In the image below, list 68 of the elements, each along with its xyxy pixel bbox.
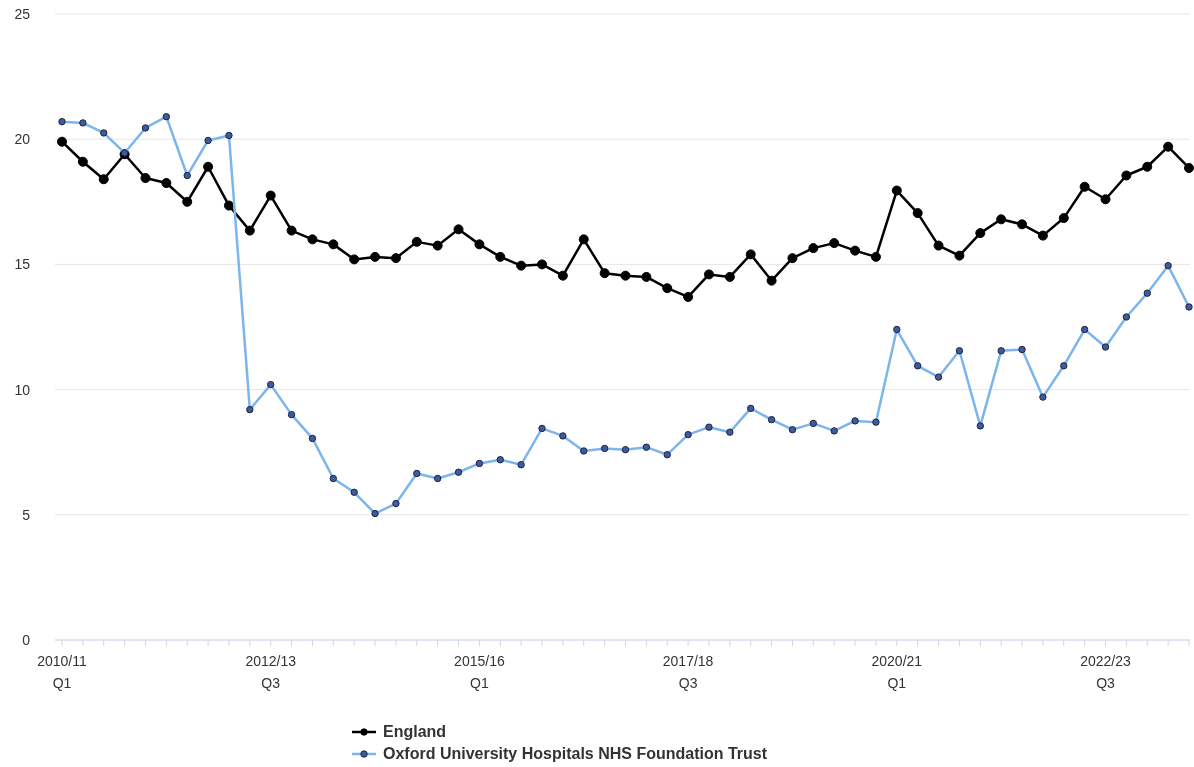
point xyxy=(787,253,798,264)
point xyxy=(286,225,297,236)
point xyxy=(578,234,589,245)
point xyxy=(307,234,318,245)
x-tick-label: 2015/16 Q1 xyxy=(454,653,505,691)
point xyxy=(495,251,506,262)
x-tick-label: 2022/23 Q3 xyxy=(1080,653,1132,691)
point xyxy=(1184,163,1194,173)
y-tick-label: 20 xyxy=(14,131,31,148)
y-tick-label: 15 xyxy=(14,256,31,273)
y-tick-label: 0 xyxy=(22,631,31,648)
point xyxy=(599,268,610,279)
y-tick-label: 5 xyxy=(22,506,31,523)
point xyxy=(850,245,861,256)
point xyxy=(516,260,527,271)
point xyxy=(432,240,443,251)
point xyxy=(265,190,276,201)
point xyxy=(1142,161,1153,172)
point xyxy=(891,185,902,196)
point xyxy=(1017,219,1028,230)
point xyxy=(912,208,923,219)
legend-label: Oxford University Hospitals NHS Foundation Trust xyxy=(383,745,768,762)
point xyxy=(370,251,381,262)
point xyxy=(390,253,401,264)
point xyxy=(77,156,88,167)
point xyxy=(808,243,819,254)
point xyxy=(933,240,944,251)
x-tick-label: 2017/18 Q3 xyxy=(662,653,714,691)
x-tick-label: 2020/21 Q1 xyxy=(871,653,923,691)
point xyxy=(662,283,673,294)
point xyxy=(1058,213,1069,224)
point xyxy=(975,228,986,239)
x-tick-label: 2010/11 Q1 xyxy=(37,653,87,691)
point xyxy=(996,214,1007,225)
point xyxy=(453,224,464,235)
point xyxy=(1100,194,1111,205)
point xyxy=(57,136,67,147)
point xyxy=(766,275,777,286)
point xyxy=(620,270,631,281)
point xyxy=(1037,230,1048,241)
point xyxy=(161,178,172,189)
point xyxy=(328,239,339,250)
x-tick-label: 2012/13 Q3 xyxy=(245,653,297,691)
y-tick-label: 10 xyxy=(14,381,31,398)
point xyxy=(829,238,840,249)
point xyxy=(870,251,881,262)
point xyxy=(954,250,965,261)
point xyxy=(223,200,234,211)
point xyxy=(182,196,193,207)
point xyxy=(537,259,548,270)
point xyxy=(1163,141,1174,152)
point xyxy=(474,239,485,250)
legend-label: England xyxy=(383,723,447,740)
point xyxy=(411,236,422,247)
point xyxy=(641,271,652,282)
point xyxy=(724,271,735,282)
point xyxy=(1121,170,1132,181)
point xyxy=(140,173,151,184)
point xyxy=(1079,181,1090,192)
y-tick-label: 25 xyxy=(14,5,31,22)
point xyxy=(745,249,756,260)
point xyxy=(349,254,360,265)
point xyxy=(244,225,255,236)
point xyxy=(557,270,568,281)
point xyxy=(703,269,714,280)
point xyxy=(203,161,214,172)
point xyxy=(98,174,109,185)
point xyxy=(683,291,694,302)
